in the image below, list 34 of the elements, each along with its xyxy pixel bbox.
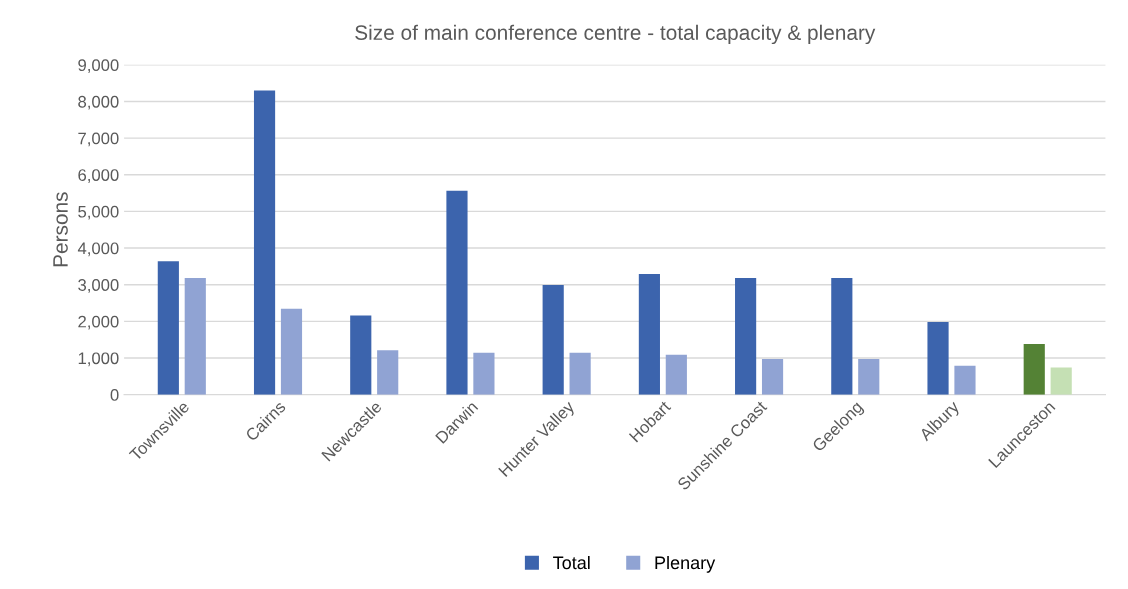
bar: [473, 352, 495, 395]
y-tick-label: 5,000: [78, 205, 119, 220]
y-tick-label: 1,000: [78, 352, 119, 367]
y-tick-label: 7,000: [78, 132, 119, 147]
bar: [280, 308, 303, 395]
y-tick-label: 6,000: [78, 169, 119, 183]
bar: [954, 365, 976, 395]
bar: [831, 278, 853, 395]
bar: [446, 190, 468, 395]
bar: [377, 350, 399, 395]
bar: [569, 352, 591, 395]
y-axis-title: Persons: [53, 192, 68, 267]
bar: [157, 261, 179, 395]
legend-label: Total: [553, 555, 590, 570]
legend-label: Plenary: [655, 555, 716, 573]
y-tick-label: 9,000: [78, 59, 119, 73]
bar: [350, 315, 372, 395]
y-tick-label: 2,000: [78, 315, 119, 330]
y-tick-label: 4,000: [77, 242, 119, 257]
bar: [184, 278, 206, 395]
bar: [542, 285, 564, 395]
bar: [761, 359, 784, 395]
chart-title: Size of main conference centre - total capacity & plenary: [355, 24, 876, 45]
bar: [1050, 367, 1072, 395]
y-tick-label: 0: [110, 389, 119, 401]
bar: [735, 278, 757, 395]
y-tick-label: 3,000: [78, 279, 119, 293]
bar: [253, 90, 276, 395]
bar: [1023, 344, 1045, 395]
bar: [858, 359, 880, 395]
bar: [638, 274, 660, 395]
bar: [665, 354, 687, 395]
bar: [927, 322, 949, 395]
y-tick-label: 8,000: [78, 95, 119, 110]
